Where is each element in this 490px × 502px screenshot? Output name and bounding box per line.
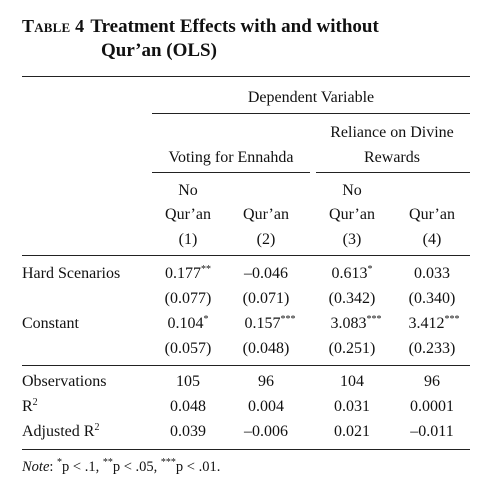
hard-coef-4: 0.033 <box>394 264 470 284</box>
hard-se-3: (0.342) <box>314 289 390 309</box>
obs-1: 105 <box>152 372 224 392</box>
stats-rule <box>22 365 470 366</box>
hard-se-4: (0.340) <box>394 289 470 309</box>
r2-2: 0.004 <box>228 397 304 417</box>
const-se-2: (0.048) <box>228 339 304 359</box>
obs-3: 104 <box>314 372 390 392</box>
adjr2-4: –0.011 <box>394 422 470 442</box>
group-rule-reliance <box>316 172 470 173</box>
adjr2-3: 0.021 <box>314 422 390 442</box>
hard-coef-3: 0.613* <box>314 264 390 284</box>
col4-header-line2: Qur’an <box>394 205 470 225</box>
col3-header-line1: No <box>314 181 390 201</box>
row-label-observations: Observations <box>22 372 106 392</box>
bottom-rule <box>22 449 470 450</box>
r2-1: 0.048 <box>152 397 224 417</box>
const-coef-1: 0.104* <box>152 314 224 334</box>
col1-header-line1: No <box>152 181 224 201</box>
row-label-constant: Constant <box>22 314 79 334</box>
col3-header-num: (3) <box>314 230 390 250</box>
r2-4: 0.0001 <box>394 397 470 417</box>
header-bottom-rule <box>22 255 470 256</box>
const-se-3: (0.251) <box>314 339 390 359</box>
obs-2: 96 <box>228 372 304 392</box>
hard-se-1: (0.077) <box>152 289 224 309</box>
table-title-line2: Qur’an (OLS) <box>101 39 217 63</box>
col2-header-num: (2) <box>228 230 304 250</box>
col3-header-line2: Qur’an <box>314 205 390 225</box>
table-label: Table 4 <box>22 16 84 36</box>
col4-header-num: (4) <box>394 230 470 250</box>
const-coef-4: 3.412*** <box>394 314 474 334</box>
group-header-reliance-line1: Reliance on Divine <box>314 123 470 143</box>
hard-se-2: (0.071) <box>228 289 304 309</box>
dep-var-rule <box>152 113 470 114</box>
hard-coef-1: 0.177** <box>152 264 224 284</box>
table-note: Note: *p < .1, **p < .05, ***p < .01. <box>22 458 220 476</box>
adjr2-2: –0.006 <box>228 422 304 442</box>
col1-header-num: (1) <box>152 230 224 250</box>
group-header-reliance-line2: Rewards <box>314 148 470 168</box>
group-header-voting: Voting for Ennahda <box>152 148 310 168</box>
table-title-line1: Treatment Effects with and without <box>90 16 379 37</box>
const-se-1: (0.057) <box>152 339 224 359</box>
const-coef-2: 0.157*** <box>228 314 312 334</box>
top-rule <box>22 76 470 77</box>
row-label-adjusted-r2: Adjusted R2 <box>22 422 99 442</box>
hard-coef-2: –0.046 <box>228 264 304 284</box>
dep-var-header: Dependent Variable <box>152 88 470 108</box>
row-label-hard-scenarios: Hard Scenarios <box>22 264 120 284</box>
obs-4: 96 <box>394 372 470 392</box>
adjr2-1: 0.039 <box>152 422 224 442</box>
const-coef-3: 3.083*** <box>314 314 398 334</box>
col2-header-line2: Qur’an <box>228 205 304 225</box>
col1-header-line2: Qur’an <box>152 205 224 225</box>
group-rule-voting <box>152 172 310 173</box>
r2-3: 0.031 <box>314 397 390 417</box>
const-se-4: (0.233) <box>394 339 470 359</box>
row-label-r2: R2 <box>22 397 38 417</box>
